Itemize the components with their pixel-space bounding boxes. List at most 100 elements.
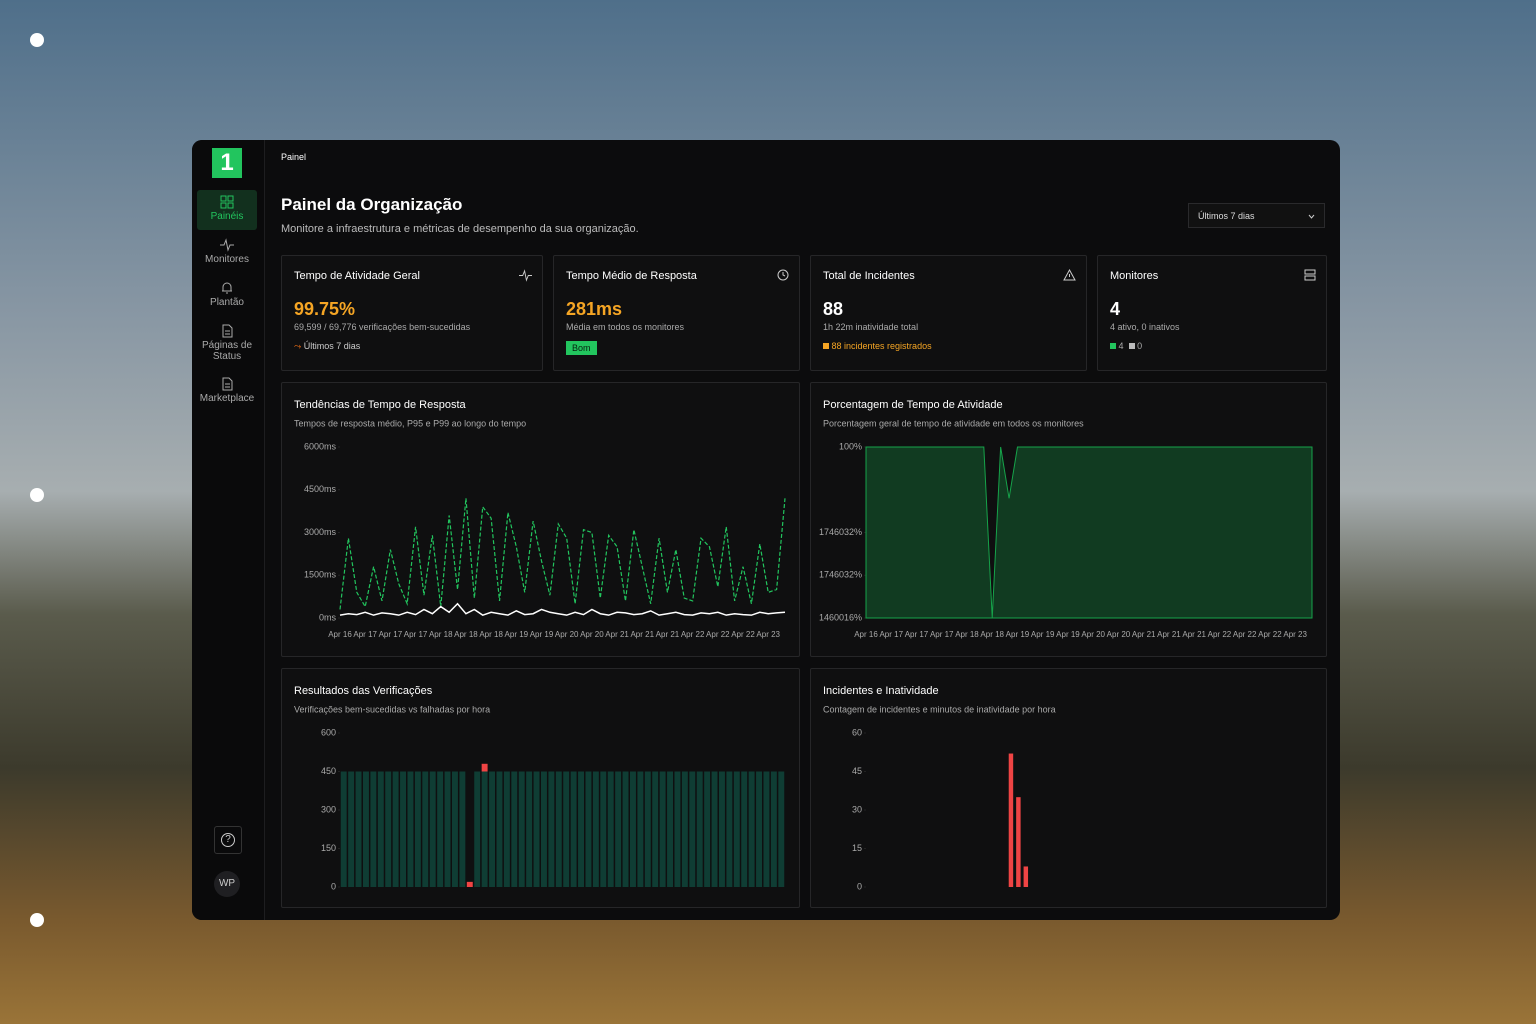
bar-segment — [748, 771, 755, 887]
bar — [1023, 866, 1029, 887]
breadcrumb[interactable]: Painel — [281, 152, 307, 162]
card-detail: 1h 22m inatividade total — [823, 322, 919, 332]
range-select[interactable]: Últimos 7 dias — [1188, 203, 1325, 228]
card-icon — [777, 269, 789, 281]
card-title: Total de Incidentes — [823, 270, 915, 282]
nav-item[interactable]: Páginas de Status — [197, 324, 257, 362]
x-tick-label: Apr 19 — [505, 630, 529, 639]
active-count: 4 — [1118, 341, 1124, 351]
chart-subtitle: Verificações bem-sucedidas vs falhadas p… — [294, 704, 490, 714]
x-tick-label: Apr 21 — [1157, 630, 1181, 639]
bar-segment — [578, 771, 585, 887]
nav-label: Monitores — [205, 254, 249, 265]
bar-segment — [563, 771, 570, 887]
bar-segment — [741, 771, 748, 887]
dot — [30, 913, 44, 927]
x-tick-label: Apr 22 — [1258, 630, 1282, 639]
bar-segment — [696, 771, 703, 887]
bar-segment — [555, 771, 562, 887]
bar-segment — [622, 771, 629, 887]
x-tick-label: Apr 22 — [706, 630, 730, 639]
nav-item[interactable]: Monitores — [197, 238, 257, 265]
bar-segment — [511, 771, 518, 887]
bar-segment — [414, 771, 421, 887]
bar-segment — [429, 771, 436, 887]
bar-segment — [674, 771, 681, 887]
bar-segment — [689, 771, 696, 887]
range-label: Últimos 7 dias — [1198, 211, 1255, 221]
card-title: Monitores — [1110, 270, 1159, 282]
card-detail: Média em todos os monitores — [566, 322, 685, 332]
x-tick-label: Apr 23 — [1283, 630, 1307, 639]
x-tick-label: Apr 18 — [429, 630, 453, 639]
bar-segment — [718, 771, 725, 887]
card-value: 281ms — [566, 299, 623, 319]
x-tick-label: Apr 18 — [980, 630, 1004, 639]
y-tick-label: 45 — [852, 766, 862, 776]
x-tick-label: Apr 19 — [1006, 630, 1030, 639]
bar-segment — [540, 771, 547, 887]
bar-segment — [652, 771, 659, 887]
bar-segment — [377, 771, 384, 887]
card-footer: 88 incidentes registrados — [823, 341, 932, 351]
bar-segment — [607, 771, 614, 887]
chart-subtitle: Contagem de incidentes e minutos de inat… — [823, 704, 1056, 714]
bar-segment — [629, 771, 636, 887]
x-tick-label: Apr 21 — [630, 630, 654, 639]
x-tick-label: Apr 20 — [580, 630, 604, 639]
nav-item[interactable]: Painéis — [197, 190, 257, 230]
x-tick-label: Apr 21 — [1132, 630, 1156, 639]
bar-segment — [407, 771, 414, 887]
chart-title: Resultados das Verificações — [294, 685, 433, 697]
bar — [1016, 797, 1021, 887]
bar-segment — [667, 771, 674, 887]
y-tick-label: 4500ms — [304, 484, 337, 494]
sidebar: 1 Painéis Monitores Plantão Páginas de S… — [192, 140, 265, 920]
y-tick-label: 100% — [839, 441, 862, 451]
card-detail: 4 ativo, 0 inativos — [1110, 322, 1180, 332]
chevron — [1308, 214, 1315, 219]
bar-segment — [592, 771, 599, 887]
x-tick-label: Apr 21 — [605, 630, 629, 639]
y-tick-label: 15 — [852, 843, 862, 853]
x-tick-label: Apr 17 — [404, 630, 428, 639]
x-tick-label: Apr 22 — [681, 630, 705, 639]
stat-card: Total de Incidentes 88 1h 22m inatividad… — [810, 255, 1087, 371]
x-tick-label: Apr 22 — [1233, 630, 1257, 639]
bar — [1008, 753, 1014, 887]
y-tick-label: 1500ms — [304, 570, 337, 580]
x-tick-label: Apr 17 — [905, 630, 929, 639]
y-tick-label: 0 — [857, 881, 862, 891]
nav-label: Plantão — [210, 297, 244, 308]
bar-segment — [681, 771, 688, 887]
logo[interactable]: 1 — [212, 148, 242, 178]
avatar[interactable]: WP — [214, 871, 240, 897]
help-button[interactable]: ? — [214, 826, 242, 854]
bar-segment — [726, 771, 733, 887]
nav-item[interactable]: Marketplace — [197, 377, 257, 404]
x-tick-label: Apr 22 — [1208, 630, 1232, 639]
y-tick-label: 3000ms — [304, 527, 337, 537]
y-tick-label: 450 — [321, 766, 336, 776]
area — [865, 446, 1313, 619]
card-value: 4 — [1110, 299, 1121, 319]
nav-item[interactable]: Plantão — [197, 281, 257, 308]
help-icon: ? — [221, 833, 235, 847]
card-footer: 4 0 — [1110, 341, 1142, 351]
y-tick-label: 6000ms — [304, 441, 337, 451]
y-tick-label: 0 — [331, 881, 336, 891]
bar-segment — [600, 771, 607, 887]
chart-title: Porcentagem de Tempo de Atividade — [823, 399, 1003, 411]
bar-segment — [481, 771, 488, 887]
bar-segment — [422, 771, 429, 887]
y-tick-label: 1746032% — [819, 527, 862, 537]
y-tick-label: 0ms — [319, 612, 337, 622]
x-tick-label: Apr 23 — [756, 630, 780, 639]
nav-label: Painéis — [210, 211, 244, 222]
bar-segment — [481, 763, 488, 772]
page-title: Painel da Organização — [281, 195, 463, 214]
stat-card: Tempo Médio de Resposta 281ms Média em t… — [553, 255, 800, 371]
bar-segment — [770, 771, 777, 887]
x-tick-label: Apr 21 — [1182, 630, 1206, 639]
stat-card: Monitores 4 4 ativo, 0 inativos 4 0 — [1097, 255, 1327, 371]
